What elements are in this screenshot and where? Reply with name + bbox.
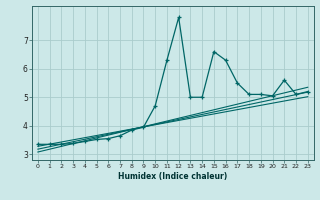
X-axis label: Humidex (Indice chaleur): Humidex (Indice chaleur): [118, 172, 228, 181]
